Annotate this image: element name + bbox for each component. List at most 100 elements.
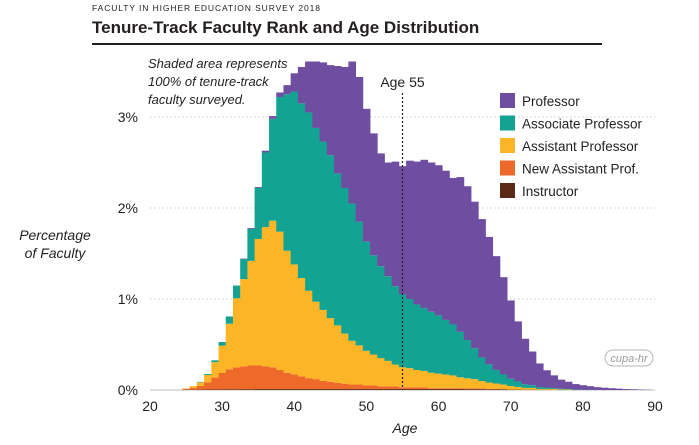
bar-segment-instructor (326, 389, 335, 390)
bar-segment-associate-professor (254, 187, 263, 239)
bar-segment-instructor (218, 389, 227, 390)
bar-segment-professor (261, 150, 270, 153)
bar-segment-professor (312, 61, 320, 128)
x-tick-label: 60 (431, 398, 447, 414)
bar-segment-professor (535, 363, 544, 388)
bar-segment-professor (377, 153, 385, 267)
bar-segment-assistant-professor (471, 379, 479, 389)
bar-segment-assistant-professor (478, 381, 486, 389)
bar-segment-professor (507, 300, 515, 379)
bar-segment-new-assistant-prof (196, 386, 205, 390)
bar-segment-assistant-professor (528, 387, 537, 390)
x-tick-label: 80 (575, 398, 591, 414)
bar-segment-associate-professor (218, 342, 227, 346)
bar-segment-professor (384, 162, 393, 277)
bar-segment-assistant-professor (189, 386, 198, 388)
bar-segment-new-assistant-prof (370, 385, 378, 390)
bar-segment-assistant-professor (449, 375, 457, 389)
bar-segment-new-assistant-prof (225, 369, 234, 390)
bar-segment-professor (420, 159, 429, 309)
bar-segment-professor (297, 66, 306, 104)
bar-segment-associate-professor (507, 378, 515, 386)
y-axis-ticks: 0% 1% 2% 3% (118, 109, 138, 398)
bar-segment-associate-professor (211, 360, 219, 363)
bar-segment-assistant-professor (305, 290, 313, 379)
bar-segment-associate-professor (492, 369, 501, 384)
bar-segment-associate-professor (420, 308, 429, 371)
bar-segment-new-assistant-prof (218, 372, 227, 390)
bar-segment-instructor (471, 389, 479, 390)
bar-segment-instructor (362, 389, 371, 390)
bar-segment-professor (442, 170, 450, 320)
bar-segment-assistant-professor (514, 386, 522, 390)
bar-segment-instructor (485, 389, 494, 390)
bar-segment-assistant-professor (326, 318, 335, 382)
bar-segment-instructor (211, 389, 219, 390)
bar-segment-assistant-professor (276, 231, 284, 370)
bar-segment-new-assistant-prof (348, 384, 356, 390)
bar-segment-new-assistant-prof (247, 365, 255, 390)
bar-segment-professor (319, 62, 328, 142)
bar-segment-associate-professor (535, 387, 544, 389)
bar-segment-instructor (240, 389, 248, 390)
bar-segment-professor (521, 338, 530, 385)
bar-segment-associate-professor (225, 316, 234, 324)
bar-segment-professor (622, 389, 631, 390)
bar-segment-instructor (232, 389, 241, 390)
bar-segment-associate-professor (276, 96, 284, 232)
bar-segment-associate-professor (514, 381, 522, 387)
bar-segment-new-assistant-prof (355, 384, 364, 390)
bar-segment-instructor (384, 389, 393, 390)
bar-segment-associate-professor (528, 385, 537, 388)
bar-segment-professor (579, 385, 587, 390)
bar-segment-new-assistant-prof (189, 387, 198, 390)
bar-segment-assistant-professor (377, 358, 385, 387)
bar-segment-assistant-professor (333, 325, 342, 383)
bar-segment-new-assistant-prof (406, 387, 414, 390)
bar-segment-instructor (254, 389, 263, 390)
x-tick-label: 20 (142, 398, 158, 414)
bar-segment-instructor (283, 389, 292, 390)
bar-segment-professor (283, 85, 292, 95)
bar-segment-associate-professor (370, 255, 378, 355)
bar-segment-assistant-professor (413, 369, 421, 388)
bar-segment-associate-professor (550, 388, 558, 389)
bar-segment-new-assistant-prof (449, 388, 457, 390)
bar-segment-associate-professor (247, 229, 255, 261)
bar-segment-assistant-professor (384, 360, 393, 387)
bar-segment-assistant-professor (232, 298, 241, 368)
bar-segment-new-assistant-prof (240, 366, 248, 390)
bar-segment-assistant-professor (434, 373, 443, 389)
bar-segment-assistant-professor (204, 374, 212, 383)
bar-segment-instructor (442, 389, 450, 390)
bar-segment-assistant-professor (247, 260, 255, 366)
cupa-hr-logo: cupa-hr (604, 349, 654, 367)
bar-segment-professor (600, 387, 609, 390)
x-tick-label: 40 (286, 398, 302, 414)
bar-segment-associate-professor (413, 304, 421, 370)
bar-segment-professor (564, 381, 573, 389)
y-tick-label: 1% (118, 291, 138, 307)
bar-segment-professor (341, 66, 349, 188)
bar-segment-associate-professor (427, 311, 436, 373)
bar-segment-associate-professor (305, 112, 313, 291)
bar-segment-new-assistant-prof (463, 388, 472, 390)
bar-segment-assistant-professor (492, 383, 501, 389)
bar-segment-new-assistant-prof (456, 388, 465, 390)
x-axis-title: Age (392, 420, 418, 436)
bar-segment-assistant-professor (312, 301, 320, 380)
bar-segment-new-assistant-prof (391, 386, 400, 390)
bar-segment-professor (499, 277, 508, 375)
legend: Professor Associate Professor Assistant Pr… (500, 93, 643, 199)
x-axis-ticks: 20 30 40 50 60 70 80 90 (142, 398, 663, 414)
bar-segment-assistant-professor (485, 382, 494, 389)
bar-segment-professor (485, 236, 494, 365)
bar-segment-assistant-professor (420, 370, 429, 388)
bar-segment-new-assistant-prof (471, 388, 479, 390)
bar-segment-associate-professor (499, 374, 508, 385)
bar-segment-assistant-professor (196, 382, 205, 386)
bar-segment-professor (629, 389, 638, 390)
bar-segment-new-assistant-prof (182, 388, 191, 390)
bar-segment-new-assistant-prof (427, 388, 436, 390)
y-tick-label: 3% (118, 109, 138, 125)
